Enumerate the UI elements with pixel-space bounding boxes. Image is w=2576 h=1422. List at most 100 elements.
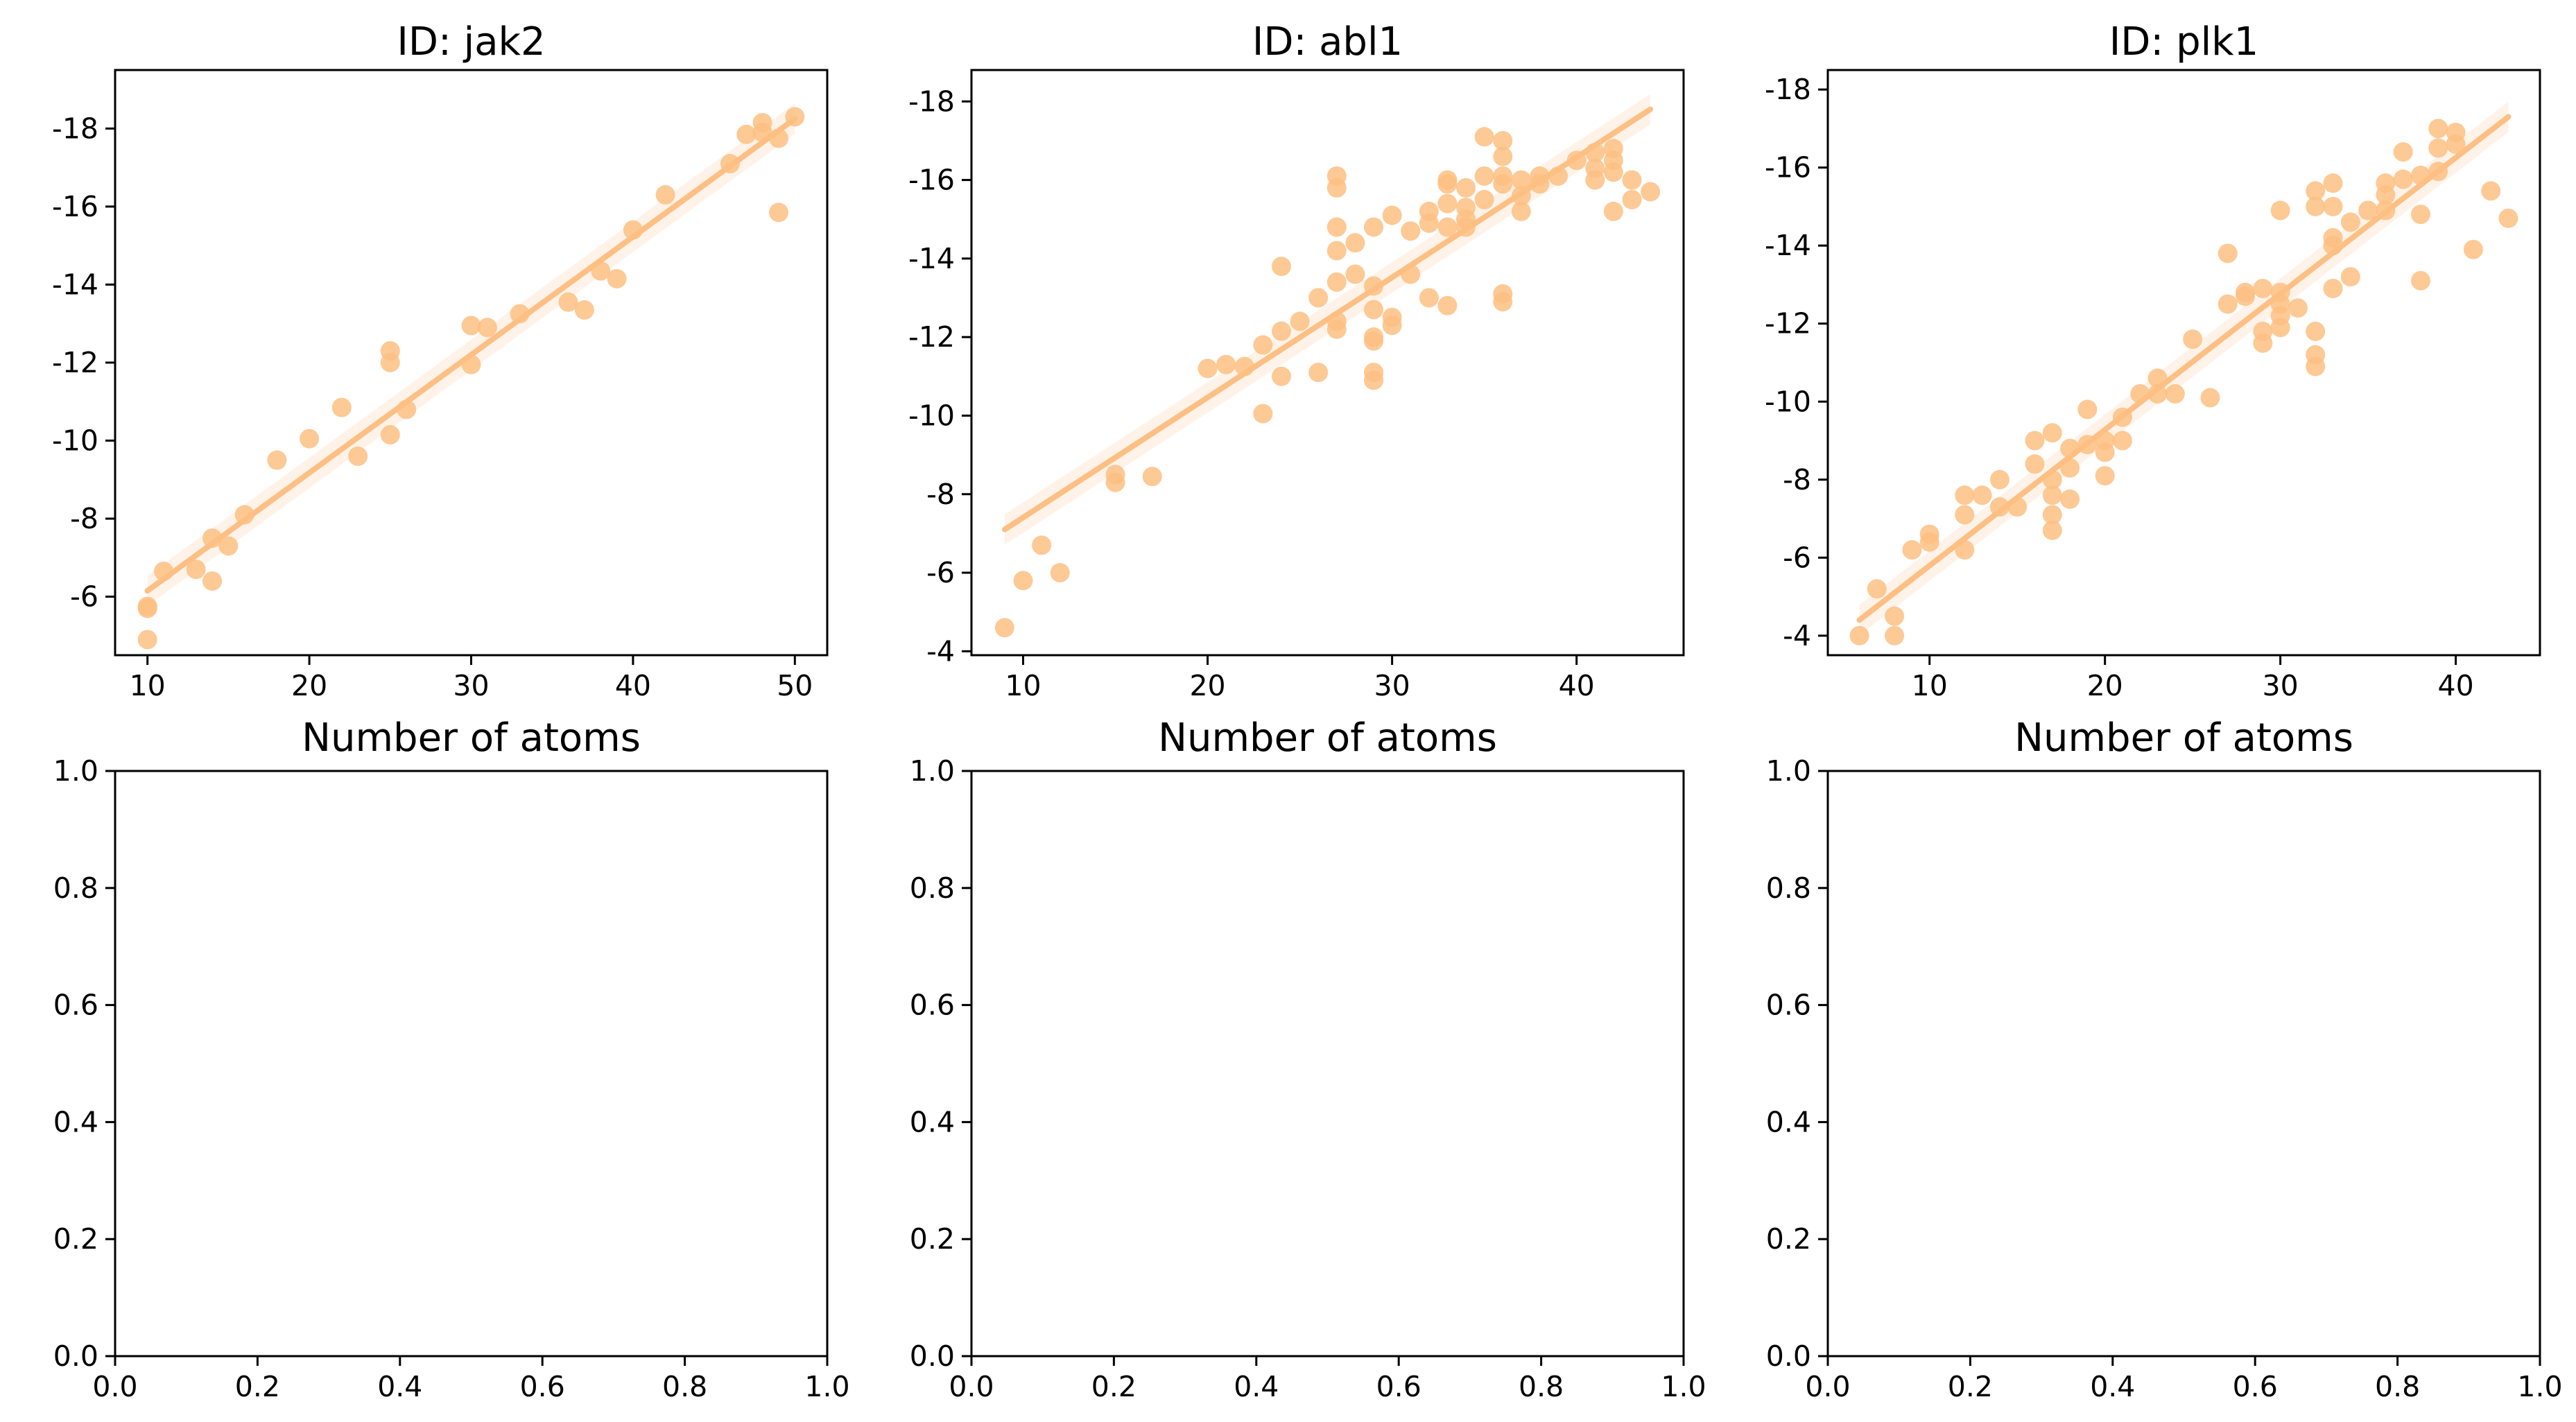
data-point [1253,404,1273,424]
y-tick-label: -16 [1765,151,1811,184]
data-point [1530,174,1550,194]
data-point [2007,497,2028,517]
data-point [2112,431,2132,451]
data-point [1437,170,1458,190]
data-point [1493,130,1513,150]
data-point [2130,384,2150,404]
data-point [2323,236,2343,256]
x-axis-label: Number of atoms [2014,716,2353,761]
data-point [1364,217,1384,237]
data-point [2042,485,2062,505]
data-point [1234,356,1254,376]
data-point [1401,264,1421,284]
data-point [1198,358,1218,379]
data-point [1271,366,1291,386]
data-point [510,304,530,324]
data-point [2393,169,2413,189]
axes-frame [1826,69,2541,657]
data-point [1622,170,1642,190]
data-point [574,300,594,320]
regression-line [144,116,798,594]
data-point [1290,311,1310,331]
x-tick-label: 0.4 [377,1370,422,1403]
data-point [2095,466,2115,486]
y-tick-label: -18 [52,112,98,145]
subplot-6: 0.0 0.2 0.4 0.6 0.8 1.0 0.0 0.2 0.4 0.6 0.8 1.0 [1766,754,2563,1403]
data-point [1013,571,1033,591]
data-point [1326,241,1347,261]
data-point [2077,435,2098,455]
y-tick-label: -18 [1765,73,1811,106]
data-point [2323,196,2343,216]
data-point [2446,134,2466,154]
y-tick-label: -4 [926,634,955,668]
data-point [1437,295,1458,315]
data-point [461,354,481,374]
data-point [2165,384,2185,404]
data-point [2218,294,2238,314]
data-point [202,571,223,591]
y-tick-label: -16 [52,190,98,223]
x-tick-label: 40 [2437,669,2473,702]
data-point [994,618,1014,638]
y-tick-label: -8 [70,502,98,535]
data-point [2340,212,2360,232]
data-point [2270,318,2290,338]
y-tick-label: 0.4 [1766,1105,1811,1138]
y-tick-label: 0.4 [910,1105,955,1138]
data-point [1603,162,1623,182]
data-point [2042,423,2062,443]
y-tick-label: -14 [52,268,98,301]
y-tick-label: -6 [70,580,98,614]
y-tick-label: 0.6 [910,989,955,1022]
data-point [2060,458,2080,478]
x-tick-label: 0.6 [2233,1370,2278,1403]
x-tick-label: 1.0 [1661,1370,1706,1403]
data-point [2183,329,2203,349]
x-tick-label: 0.2 [1948,1370,1993,1403]
data-point [2306,356,2326,376]
subplot-1: 10 20 30 40 50 -6 -8 -10 -12 -14 -16 -18 ID: jak2 Num… [52,19,829,761]
data-point [2147,368,2168,388]
data-point [218,536,239,556]
y-tick-label: 0.2 [910,1222,955,1256]
subplot-title: ID: plk1 [2109,19,2258,64]
data-point [348,446,368,467]
data-point [380,353,400,372]
data-point [1345,264,1365,284]
x-tick-label: 0.0 [1805,1370,1850,1403]
data-point [1989,469,2009,489]
data-point [1474,127,1494,147]
data-point [1216,354,1236,374]
data-point [1364,331,1384,351]
data-point [2147,384,2168,404]
data-point [1326,217,1347,237]
data-point [1511,201,1531,221]
data-point [2253,279,2273,299]
x-tick-label: 30 [1374,669,1410,702]
y-tick-label: 0.6 [53,989,98,1022]
y-tick-label: -14 [1765,229,1811,262]
axes-frame [1826,770,2541,1358]
data-point [2428,119,2448,139]
data-point [736,124,757,144]
y-tick-label: -6 [926,556,955,589]
y-tick-label: -18 [908,85,955,118]
data-point [2410,270,2430,291]
x-tick-label: 10 [130,669,166,702]
data-point [623,220,643,240]
data-point [2410,205,2430,225]
y-tick-label: -4 [1783,619,1811,652]
data-point [1308,288,1329,308]
data-point [2060,489,2080,509]
x-tick-label: 0.2 [235,1370,280,1403]
data-point [591,261,611,281]
data-point [397,399,417,419]
y-tick-label: -8 [1783,463,1811,496]
data-point [2218,243,2238,263]
data-point [2323,173,2343,193]
y-tick-label: -12 [52,346,98,379]
data-point [234,505,254,525]
data-point [2253,333,2273,353]
